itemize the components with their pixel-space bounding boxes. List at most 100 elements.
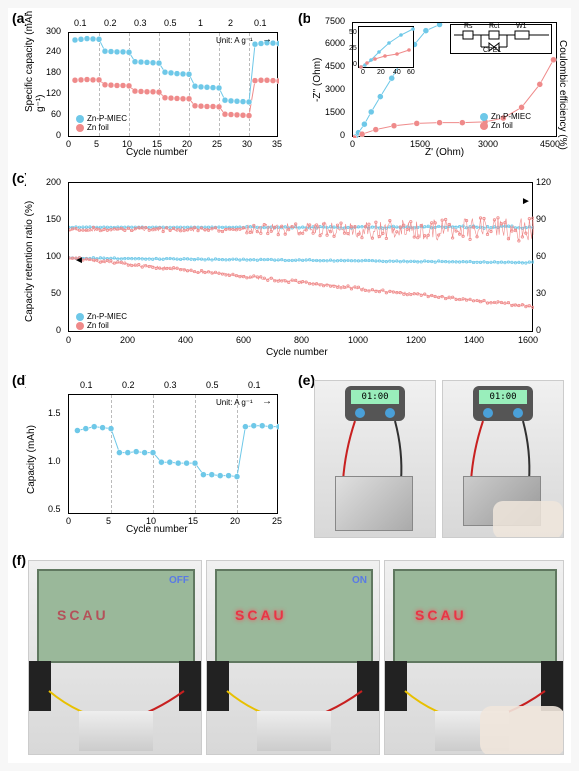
pouch-f1 — [79, 711, 153, 751]
circuit-rct: Rct — [489, 23, 500, 30]
d-xt-4: 20 — [230, 516, 240, 526]
c-ytl-4: 200 — [46, 177, 61, 187]
c-leg-0: Zn-P-MIEC — [87, 312, 127, 321]
pouch-cell-1 — [335, 476, 413, 531]
b-leg-1: Zn foil — [491, 121, 513, 130]
b-inset-xt2: 40 — [393, 69, 401, 76]
b-xt-2: 3000 — [478, 139, 498, 149]
panel-e-photo-2: 01:00 — [442, 380, 564, 538]
a-yt-0: 0 — [56, 130, 61, 140]
a-top-6: 0.1 — [254, 18, 267, 28]
c-ytr-1: 30 — [536, 288, 546, 298]
b-inset-xt1: 20 — [377, 69, 385, 76]
b-xt-1: 1500 — [410, 139, 430, 149]
legend-dot-b2 — [480, 122, 488, 130]
d-top-4: 0.1 — [248, 380, 261, 390]
c-xt-7: 1400 — [464, 335, 484, 345]
a-yt-1: 60 — [51, 109, 61, 119]
a-xt-5: 25 — [212, 139, 222, 149]
a-top-2: 0.3 — [134, 18, 147, 28]
d-xt-1: 5 — [106, 516, 111, 526]
a-xt-1: 5 — [94, 139, 99, 149]
d-top-2: 0.3 — [164, 380, 177, 390]
a-xt-0: 0 — [66, 139, 71, 149]
a-top-1: 0.2 — [104, 18, 117, 28]
panel-f-photo-1: SCAU OFF — [28, 560, 202, 755]
a-legend: Zn-P-MIEC Zn foil — [76, 114, 127, 132]
circuit-rs: Rs — [464, 23, 473, 30]
b-xlabel: Z' (Ohm) — [425, 147, 464, 158]
a-arrow: → — [262, 34, 272, 45]
a-leg-1: Zn foil — [87, 123, 109, 132]
legend-dot-2 — [76, 124, 84, 132]
c-xt-4: 800 — [294, 335, 309, 345]
b-inset-yt1: 50 — [349, 29, 357, 36]
d-top-3: 0.5 — [206, 380, 219, 390]
d-unit: Unit: A g⁻¹ — [216, 398, 253, 407]
d-top-1: 0.2 — [122, 380, 135, 390]
a-yt-4: 240 — [46, 46, 61, 56]
a-top-5: 2 — [228, 18, 233, 28]
legend-dot-1 — [76, 115, 84, 123]
c-yl: Capacity retention ratio (%) — [24, 162, 35, 322]
b-leg-0: Zn-P-MIEC — [491, 112, 531, 121]
a-xt-3: 15 — [152, 139, 162, 149]
a-yt-5: 300 — [46, 26, 61, 36]
a-xt-2: 10 — [122, 139, 132, 149]
c-yr: Coulombic efficiency (%) — [557, 40, 568, 190]
panel-f-label: (f) — [12, 552, 26, 568]
b-legend: Zn-P-MIEC Zn foil — [480, 112, 531, 130]
b-yt-3: 4500 — [325, 61, 345, 71]
b-inset-yt3: 0 — [353, 61, 357, 68]
b-yt-1: 1500 — [325, 107, 345, 117]
c-xt-6: 1200 — [406, 335, 426, 345]
d-xt-0: 0 — [66, 516, 71, 526]
a-yt-2: 120 — [46, 88, 61, 98]
d-xt-3: 15 — [188, 516, 198, 526]
inset-plot — [359, 27, 415, 69]
d-yt-1: 1.0 — [48, 456, 61, 466]
c-ytr-4: 120 — [536, 177, 551, 187]
a-top-3: 0.5 — [164, 18, 177, 28]
d-arrow: → — [262, 396, 272, 407]
circuit-w1: W1 — [516, 23, 527, 30]
b-yt-0: 0 — [340, 130, 345, 140]
pouch-f2 — [257, 711, 331, 751]
c-xl: Cycle number — [266, 347, 328, 358]
c-xt-8: 1600 — [518, 335, 538, 345]
b-circuit: Rs Rct W1 CPE1 — [450, 24, 552, 54]
c-xt-2: 400 — [178, 335, 193, 345]
d-yt-2: 1.5 — [48, 408, 61, 418]
a-xt-4: 20 — [182, 139, 192, 149]
circuit-cpe1: CPE1 — [483, 47, 501, 54]
c-ytr-0: 0 — [536, 325, 541, 335]
panel-e-photo-1: 01:00 — [314, 380, 436, 538]
c-ytr-3: 90 — [536, 214, 546, 224]
d-xt-2: 10 — [146, 516, 156, 526]
c-leg-1: Zn foil — [87, 321, 109, 330]
c-arrow-r: ► — [521, 196, 531, 207]
c-xt-3: 600 — [236, 335, 251, 345]
c-ytl-0: 0 — [56, 325, 61, 335]
b-inset-xt0: 0 — [361, 69, 365, 76]
panel-f-photo-2: SCAU ON — [206, 560, 380, 755]
a-xt-6: 30 — [242, 139, 252, 149]
c-ytl-2: 100 — [46, 251, 61, 261]
b-ylabel: -Z'' (Ohm) — [312, 58, 323, 102]
panel-b: -Z'' (Ohm) Z' (Ohm) 0 1500 3000 4500 600… — [310, 12, 565, 162]
c-xt-1: 200 — [120, 335, 135, 345]
b-inset: 50 25 0 0 20 40 60 — [358, 26, 414, 68]
b-yt-2: 3000 — [325, 84, 345, 94]
d-xlabel: Cycle number — [126, 524, 188, 535]
hand-2 — [493, 501, 563, 538]
panel-f-photo-3: SCAU — [384, 560, 564, 755]
d-ylabel: Capacity (mAh) — [26, 425, 37, 494]
b-yt-4: 6000 — [325, 38, 345, 48]
c-xt-0: 0 — [66, 335, 71, 345]
a-ylabel: Specific capacity (mAh g⁻¹) — [24, 0, 46, 112]
c-ytr-2: 60 — [536, 251, 546, 261]
c-arrow-l: ◄ — [74, 255, 84, 266]
legend-dot-c1 — [76, 313, 84, 321]
panel-e-label: (e) — [298, 372, 315, 388]
a-unit: Unit: A g⁻¹ — [216, 36, 253, 45]
